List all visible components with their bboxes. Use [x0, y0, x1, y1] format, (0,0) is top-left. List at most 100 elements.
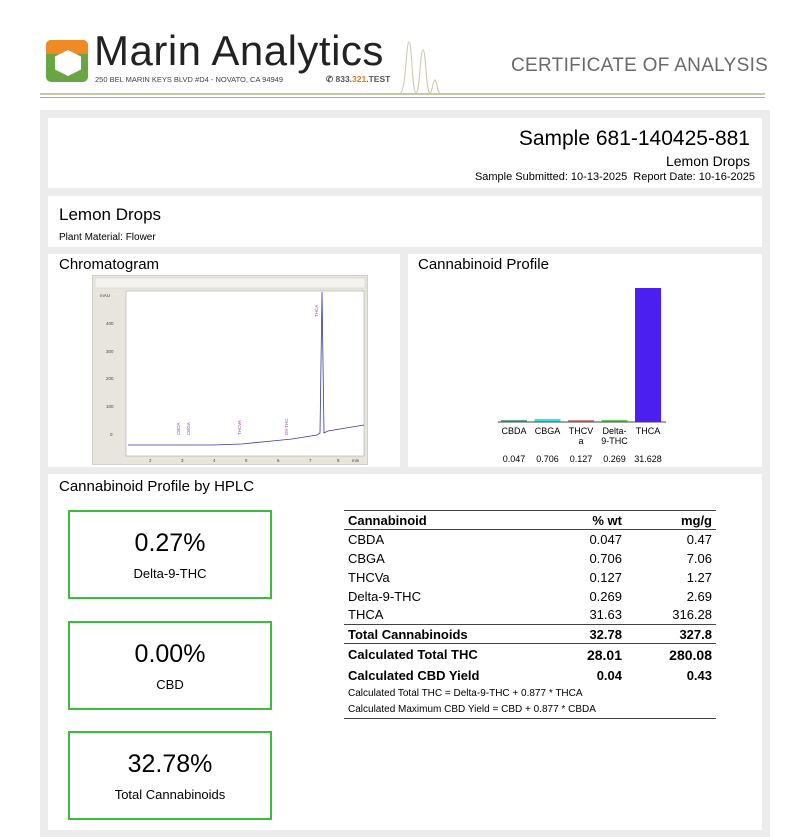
- phone-part: .TEST: [366, 74, 391, 84]
- cell: 1.27: [686, 569, 712, 585]
- value-label: 0.706: [536, 454, 559, 464]
- hplc-title: Cannabinoid Profile by HPLC: [59, 478, 255, 495]
- peak-label: THCVA: [237, 420, 242, 435]
- value-label: 31.628: [634, 454, 662, 464]
- total-row: Total Cannabinoids 32.78 327.8: [344, 624, 716, 644]
- x-tick-label: THCV: [569, 426, 594, 436]
- x-tick: 5: [245, 458, 248, 463]
- y-unit-label: mAU: [100, 293, 110, 298]
- lab-phone: ✆ 833.321.TEST: [326, 74, 390, 84]
- cell: THCVa: [348, 569, 390, 585]
- logo-icon: [46, 40, 88, 82]
- cell: 31.63: [589, 607, 622, 623]
- x-tick-label: Delta-: [602, 426, 626, 436]
- x-tick: 7: [309, 458, 312, 463]
- column-header: % wt: [592, 512, 622, 528]
- summary-label: CBD: [156, 677, 184, 692]
- divider: [40, 97, 765, 98]
- summary-value: 32.78%: [127, 750, 213, 778]
- sample-name: Lemon Drops: [665, 153, 750, 169]
- table-row: CBGA 0.706 7.06: [344, 549, 716, 568]
- chromatogram-trace: [128, 291, 365, 446]
- cell: THCA: [348, 607, 384, 623]
- profile-title: Cannabinoid Profile: [418, 256, 549, 273]
- cell: 0.47: [686, 531, 712, 547]
- table-row: THCA 31.63 316.28: [344, 606, 716, 625]
- x-tick-label: CBGA: [535, 426, 561, 436]
- y-tick: 200: [106, 376, 114, 381]
- summary-value: 0.27%: [134, 529, 206, 557]
- phone-icon: ✆: [326, 74, 336, 84]
- table-row: Delta-9-THC 0.269 2.69: [344, 587, 716, 606]
- table-header: Cannabinoid % wt mg/g: [344, 510, 716, 530]
- summary-label: Delta-9-THC: [133, 566, 207, 581]
- table-row: CBDA 0.047 0.47: [344, 530, 716, 549]
- total-thc-row: Calculated Total THC 28.01 280.08: [344, 644, 716, 666]
- chromatogram-panel: Chromatogram mAU 400 300 200 100 0 2 3 4…: [48, 254, 400, 467]
- value-label: 0.047: [503, 454, 526, 464]
- x-tick-label: CBDA: [501, 426, 526, 436]
- cell: 0.047: [589, 531, 622, 547]
- phone-part: 833.: [335, 74, 353, 84]
- product-name: Lemon Drops: [59, 205, 162, 224]
- product-panel: Lemon Drops Plant Material: Flower: [48, 196, 762, 247]
- chromatogram-plot: mAU 400 300 200 100 0 2 3 4 5 6 7 8 min …: [92, 275, 368, 465]
- chromatogram-title: Chromatogram: [59, 256, 160, 273]
- x-unit-label: min: [352, 458, 360, 463]
- y-tick: 400: [106, 321, 114, 326]
- hplc-table: Cannabinoid % wt mg/g CBDA 0.047 0.47 CBGA 0.7…: [344, 510, 716, 719]
- bar-cbda: [501, 420, 527, 422]
- value-label: 0.127: [570, 454, 593, 464]
- profile-panel: Cannabinoid Profile CBDA 0.047 CBGA 0.706 TH…: [408, 254, 762, 467]
- sample-id: Sample 681-140425-881: [518, 127, 750, 150]
- sample-dates: Sample Submitted: 10-13-2025 Report Date…: [474, 171, 755, 183]
- cell: 2.69: [686, 588, 712, 604]
- table-row: THCVa 0.127 1.27: [344, 568, 716, 587]
- bar-thcva: [568, 420, 594, 422]
- note-row: Calculated Maximum CBD Yield = CBD + 0.8…: [344, 702, 716, 719]
- x-tick-label: THCA: [636, 426, 661, 436]
- bar-cbga: [534, 419, 561, 422]
- plant-material: Plant Material: Flower: [59, 232, 156, 243]
- value-label: 0.269: [603, 454, 626, 464]
- cell: 0.04: [596, 667, 622, 683]
- hplc-panel: Cannabinoid Profile by HPLC: [48, 474, 762, 830]
- y-tick: 300: [106, 349, 114, 354]
- y-tick: 100: [106, 404, 114, 409]
- note-row: Calculated Total THC = Delta-9-THC + 0.8…: [344, 685, 716, 702]
- summary-total-cannabinoids: 32.78% Total Cannabinoids: [68, 731, 272, 820]
- x-tick: 2: [149, 458, 152, 463]
- formula-note: Calculated Total THC = Delta-9-THC + 0.8…: [348, 687, 583, 699]
- lab-address: 250 BEL MARIN KEYS BLVD #D4 - NOVATO, CA…: [95, 75, 283, 84]
- x-tick-label: 9-THC: [601, 436, 628, 446]
- bar-delta-9-thc: [601, 420, 628, 422]
- logo-peaks-graphic: [400, 41, 440, 94]
- cell: Total Cannabinoids: [348, 626, 468, 642]
- cell: 0.43: [686, 667, 712, 683]
- cell: 0.706: [589, 550, 622, 566]
- cell: 32.78: [589, 626, 622, 642]
- column-header: mg/g: [680, 512, 712, 528]
- peak-label: CBDA: [176, 422, 181, 435]
- divider: [40, 93, 765, 95]
- cbd-yield-row: Calculated CBD Yield 0.04 0.43: [344, 666, 716, 685]
- x-tick-label: a: [578, 436, 583, 446]
- phone-part: 321: [352, 74, 367, 84]
- cell: Calculated CBD Yield: [348, 667, 480, 683]
- x-tick: 6: [277, 458, 280, 463]
- cell: 0.269: [589, 588, 622, 604]
- cannabinoid-bar-chart: CBDA 0.047 CBGA 0.706 THCVa 0.127 Delta-9-THC 0…: [498, 288, 666, 464]
- peak-label: D9-THC: [284, 418, 289, 435]
- brand-name: Marin Analytics: [94, 27, 384, 74]
- summary-label: Total Cannabinoids: [114, 787, 226, 802]
- peak-label: CBGA: [186, 422, 191, 435]
- cell: Calculated Total THC: [348, 647, 478, 663]
- cell: Delta-9-THC: [348, 588, 421, 604]
- y-tick: 0: [110, 432, 113, 437]
- formula-note: Calculated Maximum CBD Yield = CBD + 0.8…: [348, 704, 596, 716]
- x-tick: 8: [337, 458, 340, 463]
- bar-thca: [635, 288, 661, 422]
- summary-cbd: 0.00% CBD: [68, 621, 272, 710]
- cell: 316.28: [672, 607, 712, 623]
- document-title: CERTIFICATE OF ANALYSIS: [511, 55, 769, 76]
